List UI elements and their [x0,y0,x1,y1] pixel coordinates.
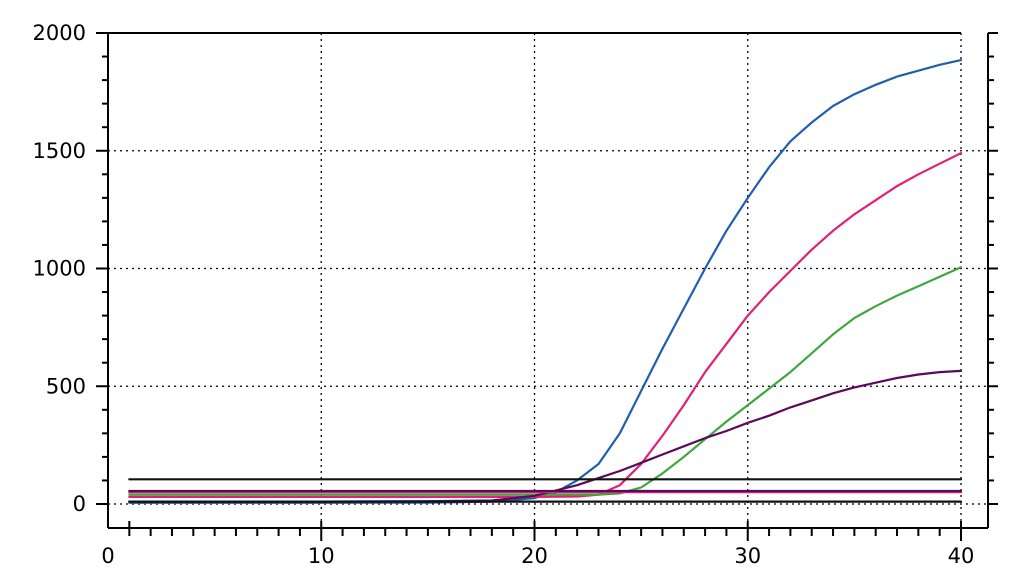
tick-labels: 0 500 1000 1500 2000 0 10 20 30 40 [33,21,975,568]
y-tick-label-1500: 1500 [33,139,86,163]
series-line-3 [128,266,963,496]
series-line-2 [128,152,963,498]
y-tick-label-0: 0 [73,492,86,516]
x-tick-label-30: 30 [734,544,761,568]
y-tick-label-2000: 2000 [33,21,86,45]
x-tick-label-10: 10 [308,544,335,568]
x-tick-label-0: 0 [101,544,114,568]
grid-lines [108,33,988,528]
y-tick-label-1000: 1000 [33,257,86,281]
series-line-4 [128,369,963,503]
x-tick-label-20: 20 [521,544,548,568]
series-line-1 [128,58,963,504]
axes [96,32,998,541]
x-tick-label-40: 40 [948,544,975,568]
plot-series [128,58,963,504]
y-tick-label-500: 500 [46,374,86,398]
